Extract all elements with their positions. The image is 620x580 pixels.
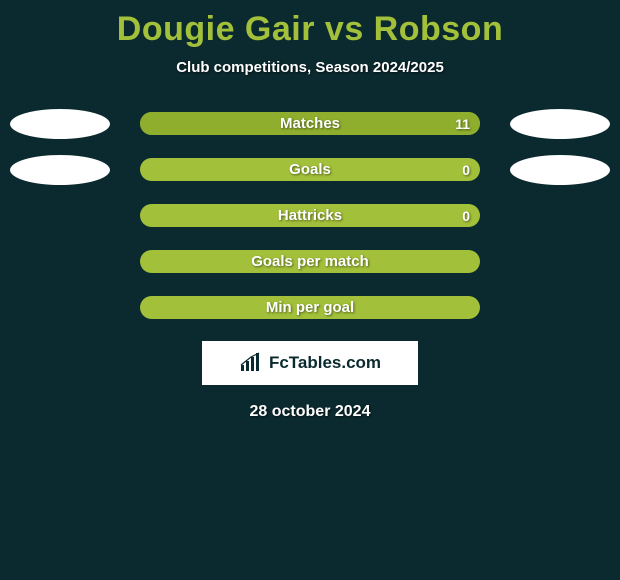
stat-row: Goals0 (0, 158, 620, 181)
stat-label: Matches (140, 115, 480, 132)
stat-row: Hattricks0 (0, 204, 620, 227)
stat-row: Min per goal (0, 296, 620, 319)
stat-value-right: 0 (462, 208, 470, 224)
stat-bar: Hattricks0 (140, 204, 480, 227)
stat-row: Goals per match (0, 250, 620, 273)
stat-value-right: 0 (462, 162, 470, 178)
stat-bar: Goals0 (140, 158, 480, 181)
date-text: 28 october 2024 (0, 403, 620, 421)
stat-label: Hattricks (140, 207, 480, 224)
player-left-marker (10, 109, 110, 139)
stat-value-right: 11 (455, 116, 470, 132)
player-left-marker (10, 155, 110, 185)
stat-bar: Matches11 (140, 112, 480, 135)
subtitle: Club competitions, Season 2024/2025 (0, 59, 620, 76)
player-right-marker (510, 155, 610, 185)
stat-label: Min per goal (140, 299, 480, 316)
stat-bar: Min per goal (140, 296, 480, 319)
page-title: Dougie Gair vs Robson (0, 0, 620, 49)
stat-label: Goals (140, 161, 480, 178)
stat-bar: Goals per match (140, 250, 480, 273)
brand-box: FcTables.com (202, 341, 418, 385)
stat-row: Matches11 (0, 112, 620, 135)
player-right-marker (510, 109, 610, 139)
stat-label: Goals per match (140, 253, 480, 270)
chart-bars-icon (239, 351, 263, 375)
brand-text: FcTables.com (269, 353, 381, 373)
stats-rows: Matches11Goals0Hattricks0Goals per match… (0, 112, 620, 319)
